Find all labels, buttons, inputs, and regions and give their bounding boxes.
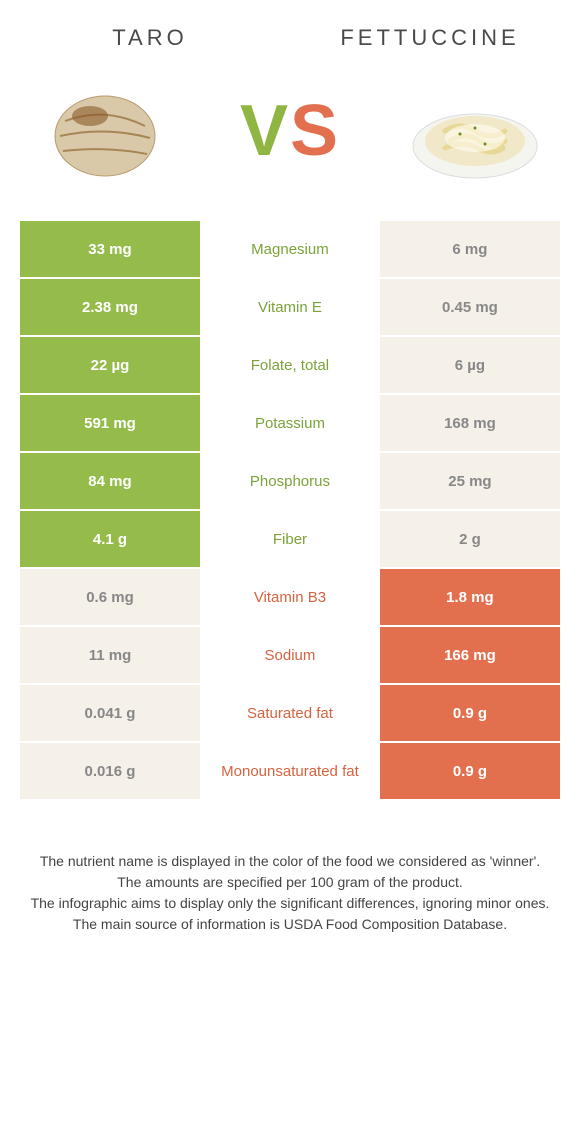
cell-nutrient: Potassium	[200, 395, 380, 451]
footer-line: The amounts are specified per 100 gram o…	[30, 872, 550, 893]
footer-line: The main source of information is USDA F…	[30, 914, 550, 935]
taro-icon	[35, 76, 175, 186]
fettuccine-icon	[405, 76, 545, 186]
table-row: 4.1 gFiber2 g	[20, 511, 560, 567]
cell-left: 0.6 mg	[20, 569, 200, 625]
footer-notes: The nutrient name is displayed in the co…	[0, 801, 580, 965]
infographic-container: Taro Fettuccine VS	[0, 0, 580, 965]
cell-left: 0.016 g	[20, 743, 200, 799]
cell-right: 0.9 g	[380, 743, 560, 799]
cell-nutrient: Magnesium	[200, 221, 380, 277]
footer-line: The infographic aims to display only the…	[30, 893, 550, 914]
cell-nutrient: Saturated fat	[200, 685, 380, 741]
header: Taro Fettuccine	[0, 0, 580, 61]
table-row: 0.016 gMonounsaturated fat0.9 g	[20, 743, 560, 799]
vs-v: V	[240, 90, 290, 172]
cell-nutrient: Sodium	[200, 627, 380, 683]
fettuccine-image	[400, 71, 550, 191]
comparison-table: 33 mgMagnesium6 mg2.38 mgVitamin E0.45 m…	[20, 221, 560, 799]
table-row: 2.38 mgVitamin E0.45 mg	[20, 279, 560, 335]
cell-right: 25 mg	[380, 453, 560, 509]
cell-right: 6 µg	[380, 337, 560, 393]
cell-right: 168 mg	[380, 395, 560, 451]
cell-left: 0.041 g	[20, 685, 200, 741]
cell-right: 0.45 mg	[380, 279, 560, 335]
food-title-left: Taro	[10, 25, 290, 51]
cell-nutrient: Vitamin E	[200, 279, 380, 335]
taro-image	[30, 71, 180, 191]
cell-nutrient: Vitamin B3	[200, 569, 380, 625]
table-row: 0.6 mgVitamin B31.8 mg	[20, 569, 560, 625]
cell-left: 33 mg	[20, 221, 200, 277]
cell-nutrient: Phosphorus	[200, 453, 380, 509]
table-row: 11 mgSodium166 mg	[20, 627, 560, 683]
cell-left: 4.1 g	[20, 511, 200, 567]
cell-nutrient: Fiber	[200, 511, 380, 567]
table-row: 33 mgMagnesium6 mg	[20, 221, 560, 277]
vs-label: VS	[240, 90, 340, 172]
cell-right: 166 mg	[380, 627, 560, 683]
cell-left: 591 mg	[20, 395, 200, 451]
table-row: 591 mgPotassium168 mg	[20, 395, 560, 451]
cell-left: 11 mg	[20, 627, 200, 683]
cell-nutrient: Monounsaturated fat	[200, 743, 380, 799]
cell-nutrient: Folate, total	[200, 337, 380, 393]
cell-right: 0.9 g	[380, 685, 560, 741]
vs-s: S	[290, 90, 340, 172]
table-row: 84 mgPhosphorus25 mg	[20, 453, 560, 509]
footer-line: The nutrient name is displayed in the co…	[30, 851, 550, 872]
table-row: 22 µgFolate, total6 µg	[20, 337, 560, 393]
cell-left: 22 µg	[20, 337, 200, 393]
cell-left: 84 mg	[20, 453, 200, 509]
food-title-right: Fettuccine	[290, 25, 570, 51]
table-row: 0.041 gSaturated fat0.9 g	[20, 685, 560, 741]
cell-right: 6 mg	[380, 221, 560, 277]
cell-right: 1.8 mg	[380, 569, 560, 625]
vs-row: VS	[0, 61, 580, 221]
cell-left: 2.38 mg	[20, 279, 200, 335]
cell-right: 2 g	[380, 511, 560, 567]
